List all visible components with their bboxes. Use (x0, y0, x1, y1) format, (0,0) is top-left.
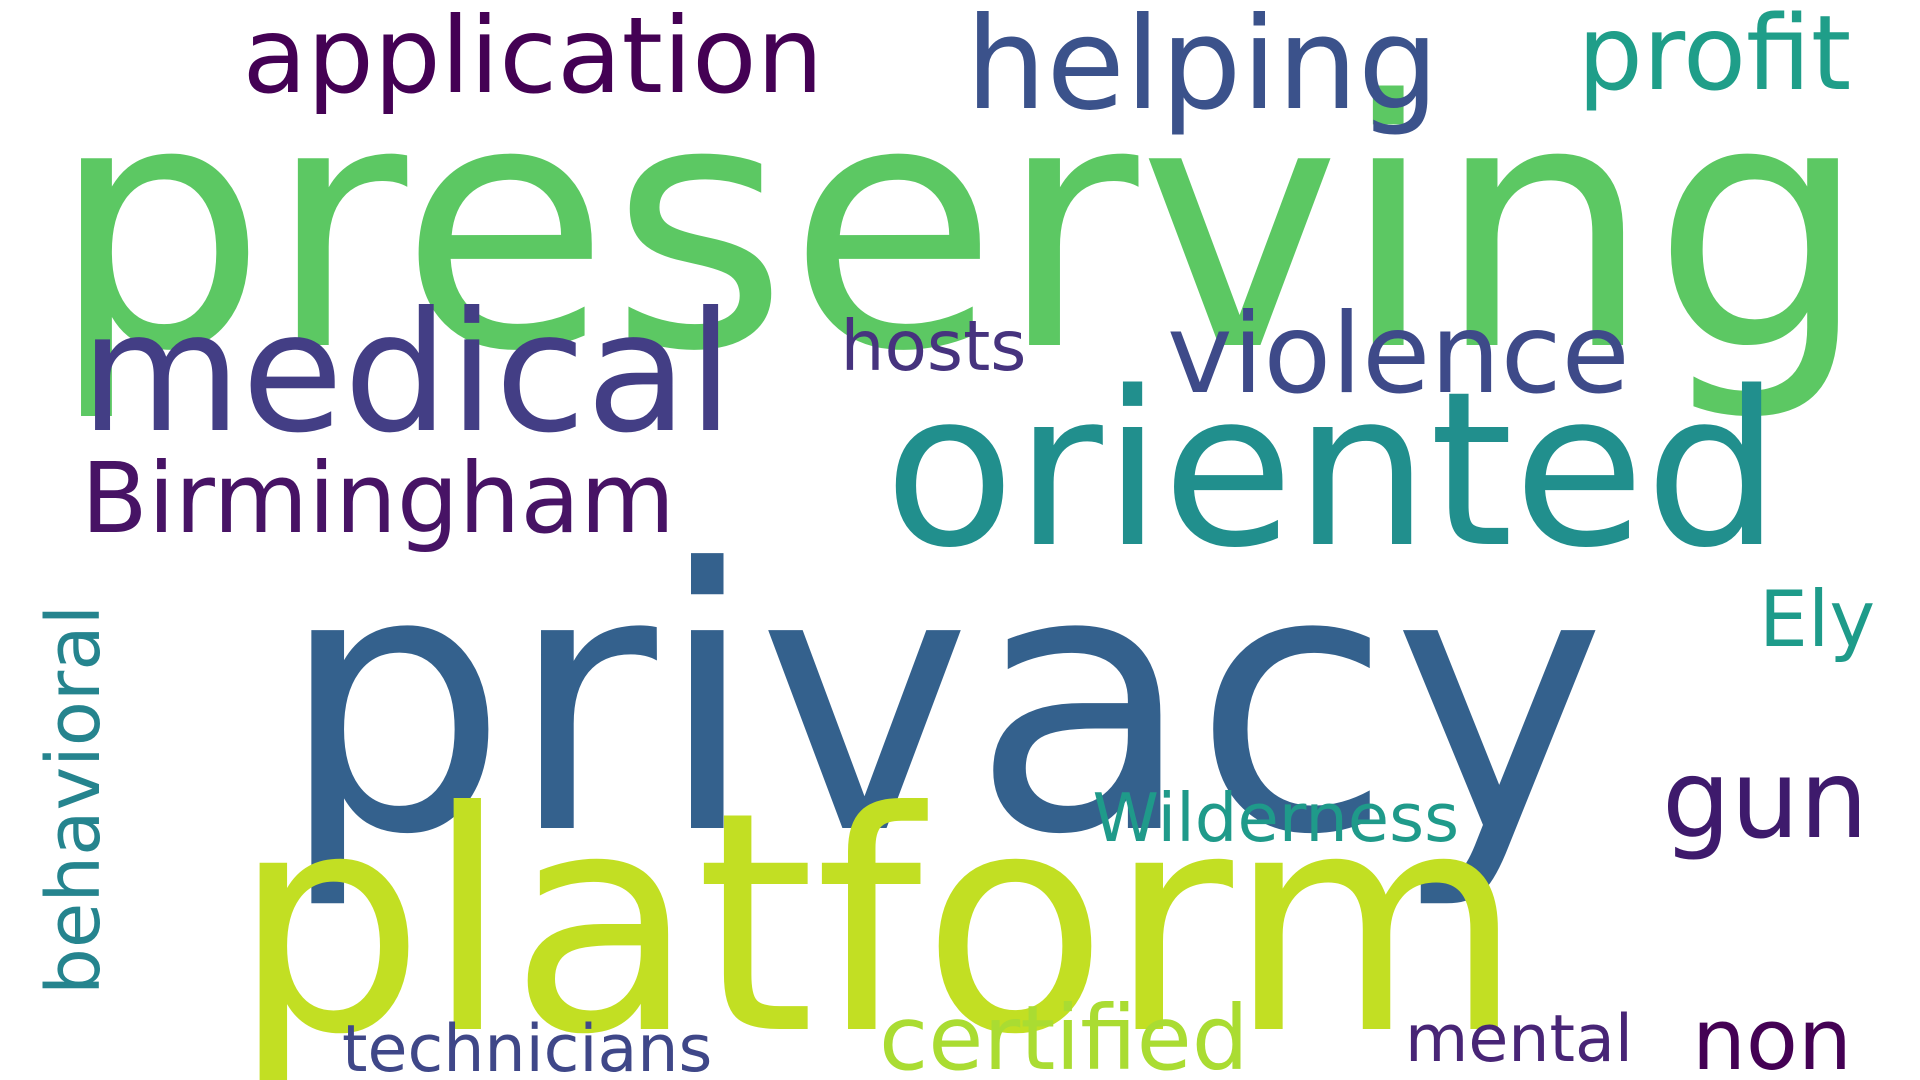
word-preserving: preserving (50, 27, 1869, 426)
word-hosts: hosts (840, 306, 1027, 387)
word-platform: platform (232, 746, 1524, 1080)
word-mental: mental (1405, 1001, 1633, 1077)
word-helping: helping (965, 0, 1439, 139)
word-ely: Ely (1759, 575, 1876, 665)
word-birmingham: Birmingham (81, 442, 675, 555)
word-wilderness: Wilderness (1092, 778, 1460, 857)
word-certified: certified (879, 987, 1249, 1080)
word-violence: violence (1167, 290, 1630, 419)
word-behavioral: behavioral (31, 604, 118, 996)
word-non: non (1692, 990, 1852, 1080)
word-oriented: oriented (884, 345, 1781, 595)
word-profit: profit (1577, 0, 1852, 114)
word-technicians: technicians (342, 1011, 713, 1080)
word-privacy: privacy (278, 492, 1607, 914)
word-application: application (242, 0, 824, 117)
word-gun: gun (1662, 735, 1869, 863)
word-medical: medical (80, 277, 734, 470)
